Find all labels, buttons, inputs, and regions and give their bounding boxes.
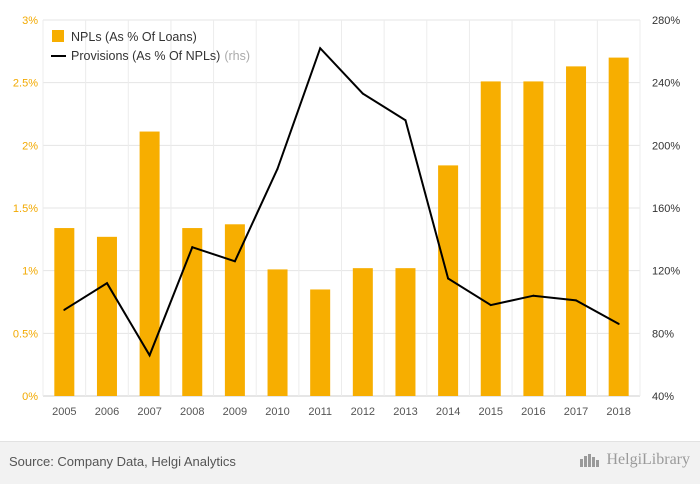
y-left-tick-label: 2.5% xyxy=(13,78,38,90)
npl-bar xyxy=(54,228,75,396)
provisions-line-path xyxy=(63,46,620,358)
x-tick-label: 2011 xyxy=(308,406,332,418)
npl-bar xyxy=(566,66,587,396)
x-tick-label: 2010 xyxy=(265,406,289,418)
source-note: Source: Company Data, Helgi Analytics xyxy=(9,454,236,469)
brand[interactable]: HelgiLibrary xyxy=(579,451,690,469)
helgi-logo-icon xyxy=(580,454,600,467)
npl-bar xyxy=(523,81,544,396)
provisions-point xyxy=(447,277,450,280)
npl-bar xyxy=(96,236,117,396)
y-right-tick-label: 80% xyxy=(652,328,674,340)
provisions-point xyxy=(617,322,620,325)
legend: NPLs (As % Of Loans) Provisions (As % Of… xyxy=(51,30,250,63)
x-tick-label: 2006 xyxy=(95,406,119,418)
provisions-point xyxy=(532,294,535,297)
npl-bars xyxy=(54,57,629,396)
y-right-tick-label: 240% xyxy=(652,78,680,90)
x-tick-label: 2009 xyxy=(223,406,247,418)
legend-swatch-npls xyxy=(52,30,64,42)
npl-bar xyxy=(480,81,501,396)
provisions-point xyxy=(276,167,279,170)
y-left-tick-label: 1% xyxy=(22,266,38,278)
legend-label-provisions: Provisions (As % Of NPLs) (rhs) xyxy=(71,49,250,63)
y-left-tick-label: 1.5% xyxy=(13,203,38,215)
x-tick-label: 2018 xyxy=(606,406,630,418)
footer: Source: Company Data, Helgi Analytics He… xyxy=(0,441,700,484)
npl-bar xyxy=(310,289,331,396)
y-left-tick-label: 0% xyxy=(22,391,38,403)
provisions-point xyxy=(233,260,236,263)
npl-bar xyxy=(224,224,245,396)
legend-label-provisions-suffix: (rhs) xyxy=(224,49,250,63)
provisions-point xyxy=(575,299,578,302)
x-tick-label: 2007 xyxy=(137,406,161,418)
npl-bar xyxy=(438,165,459,396)
y-right-tick-label: 200% xyxy=(652,140,680,152)
provisions-point xyxy=(191,246,194,249)
x-tick-label: 2014 xyxy=(436,406,460,418)
x-tick-label: 2008 xyxy=(180,406,204,418)
provisions-point xyxy=(404,119,407,122)
npl-bar xyxy=(267,269,288,396)
npl-bar xyxy=(352,268,373,396)
npl-bar xyxy=(608,57,629,396)
npl-bar xyxy=(395,268,416,396)
npl-bar xyxy=(139,131,160,396)
provisions-point xyxy=(489,304,492,307)
x-tick-label: 2017 xyxy=(564,406,588,418)
x-tick-label: 2012 xyxy=(351,406,375,418)
chart: 0% 0.5% 1% 1.5% 2% 2.5% 3% 40% 80% 120% 160% 200% 24… xyxy=(13,15,680,418)
brand-name: HelgiLibrary xyxy=(606,451,690,468)
legend-label-npls: NPLs (As % Of Loans) xyxy=(71,30,197,44)
y-left-tick-label: 0.5% xyxy=(13,328,38,340)
provisions-line xyxy=(63,46,620,358)
gridlines xyxy=(42,19,641,397)
legend-label-provisions-name: Provisions (As % Of NPLs) xyxy=(71,49,220,63)
y-right-tick-label: 160% xyxy=(652,203,680,215)
npl-bar xyxy=(182,228,203,396)
y-right-tick-label: 280% xyxy=(652,15,680,27)
y-left-tick-label: 3% xyxy=(22,15,38,27)
y-right-tick-label: 120% xyxy=(652,266,680,278)
x-tick-label: 2013 xyxy=(393,406,417,418)
y-right-tick-label: 40% xyxy=(652,391,674,403)
provisions-point xyxy=(148,354,151,357)
axes: 0% 0.5% 1% 1.5% 2% 2.5% 3% 40% 80% 120% 160% 200% 24… xyxy=(13,15,680,418)
y-left-tick-label: 2% xyxy=(22,140,38,152)
x-tick-label: 2005 xyxy=(52,406,76,418)
provisions-point xyxy=(319,47,322,50)
provisions-point xyxy=(361,92,364,95)
provisions-point xyxy=(63,308,66,311)
x-tick-label: 2016 xyxy=(521,406,545,418)
provisions-point xyxy=(105,282,108,285)
x-tick-label: 2015 xyxy=(479,406,503,418)
